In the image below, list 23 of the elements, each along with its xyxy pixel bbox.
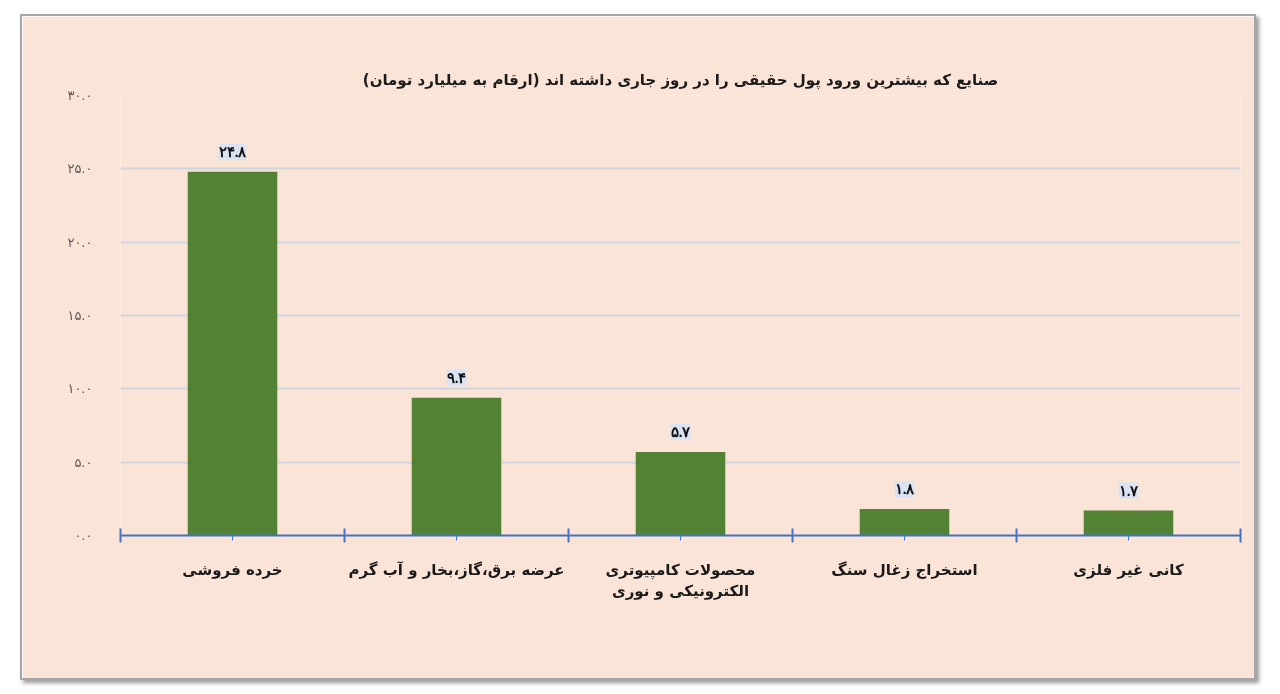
x-tick-label: عرضه برق،گاز،بخار و آب گرم	[348, 560, 565, 579]
bar	[411, 397, 502, 536]
bar	[1083, 510, 1174, 536]
data-label: ۹.۴	[446, 369, 467, 386]
y-tick-label: ۱۵.۰	[67, 308, 93, 323]
data-label: ۵.۷	[670, 423, 692, 440]
y-tick-label: ۲۵.۰	[67, 161, 93, 177]
chart-title: صنایع که بیشترین ورود پول حقیقی را در روز جاری داشته اند (ارقام به میلیارد تومان)	[362, 70, 999, 90]
data-label: ۱.۸	[894, 481, 916, 498]
bar	[859, 509, 950, 536]
y-tick-label: ۱۰.۰	[67, 381, 93, 397]
x-tick-label: کانی غیر فلزی	[1073, 560, 1184, 579]
x-tick-label: استخراج زغال سنگ	[831, 560, 978, 579]
y-tick-label: ۵.۰	[74, 454, 93, 470]
bar	[635, 451, 726, 536]
y-tick-label: ۳۰.۰	[67, 88, 93, 103]
x-tick-label: خرده فروشی	[182, 560, 283, 579]
y-tick-label: ۰.۰	[74, 528, 93, 543]
y-tick-label: ۲۰.۰	[67, 234, 93, 250]
data-label: ۱.۷	[1118, 482, 1140, 499]
data-label: ۲۴.۸	[218, 143, 248, 160]
bar	[187, 171, 278, 536]
x-tick-label: محصولات کامپیوتری الکترونیکی و نوری	[605, 560, 756, 601]
